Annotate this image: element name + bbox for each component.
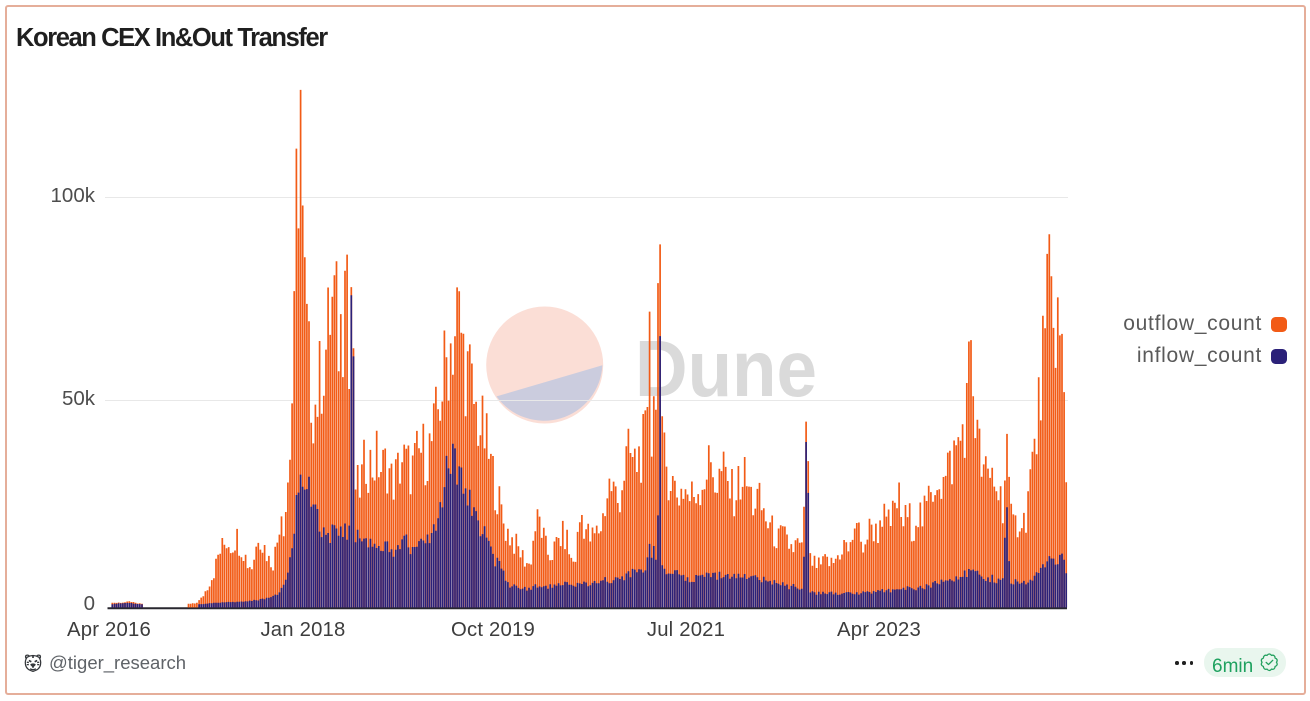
svg-text:Dune: Dune [635,324,817,413]
